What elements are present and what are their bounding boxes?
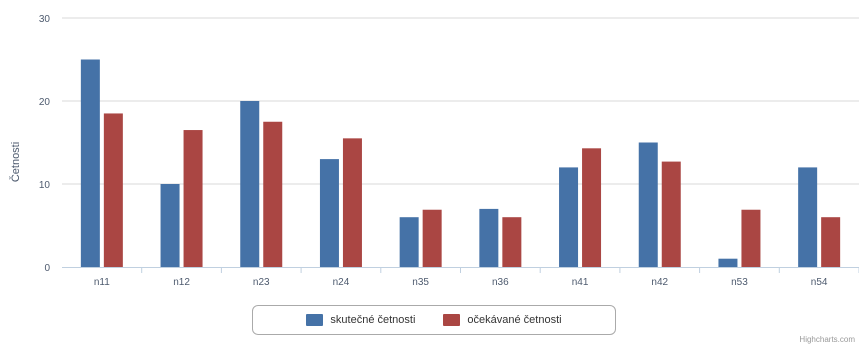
credits-link[interactable]: Highcharts.com	[799, 335, 855, 344]
y-tick-label-0: 0	[44, 263, 50, 274]
bar-n23-series-1	[240, 101, 260, 267]
bar-n36-series-1	[479, 208, 499, 267]
bar-n11-series-2	[103, 113, 123, 267]
bar-n23-series-2	[263, 121, 283, 267]
legend-swatch-series-2	[443, 314, 461, 326]
x-tick-label-n35: n35	[412, 277, 429, 288]
x-tick-label-n41: n41	[572, 277, 589, 288]
y-tick-label-3: 30	[39, 14, 51, 25]
y-tick-label-1: 10	[39, 180, 51, 191]
y-axis-title: Četnosti	[9, 142, 22, 182]
bar-n54-series-2	[821, 217, 841, 267]
legend-swatch-series-1	[306, 314, 324, 326]
legend-label-series-2: očekávané četnosti	[467, 314, 562, 326]
bars	[80, 59, 841, 267]
x-tick-label-n54: n54	[811, 277, 828, 288]
x-tick-label-n36: n36	[492, 277, 509, 288]
x-tick-label-n24: n24	[333, 277, 350, 288]
axes: 0 10 20 30 n11 n12 n23 n24 n35 n36 n41 n42 n53 n54	[39, 14, 859, 288]
x-tick-label-n11: n11	[94, 277, 110, 288]
grid-lines	[62, 17, 859, 185]
bar-n53-series-2	[741, 209, 761, 267]
bar-n41-series-1	[559, 167, 579, 267]
x-tick-label-n42: n42	[651, 277, 668, 288]
bar-n35-series-1	[399, 217, 419, 267]
bar-n11-series-1	[80, 59, 100, 267]
bar-n41-series-2	[582, 148, 602, 267]
bar-n42-series-2	[661, 161, 681, 267]
x-tick-label-n53: n53	[731, 277, 748, 288]
legend: skutečné četnosti očekávané četnosti	[252, 305, 616, 335]
legend-item-series-2[interactable]: očekávané četnosti	[443, 314, 562, 326]
bar-n54-series-1	[798, 167, 818, 267]
bar-n53-series-1	[718, 258, 738, 267]
x-tick-label-n12: n12	[173, 277, 190, 288]
bar-n24-series-2	[342, 138, 362, 267]
bar-n12-series-2	[183, 130, 203, 267]
y-tick-label-2: 20	[39, 97, 51, 108]
x-tick-label-n23: n23	[253, 277, 270, 288]
legend-label-series-1: skutečné četnosti	[330, 314, 416, 326]
bar-n35-series-2	[422, 209, 442, 267]
bar-n36-series-2	[502, 217, 522, 267]
bar-n42-series-1	[638, 142, 658, 267]
bar-n12-series-1	[160, 184, 180, 267]
bar-n24-series-1	[319, 159, 339, 267]
legend-item-series-1[interactable]: skutečné četnosti	[306, 314, 415, 326]
